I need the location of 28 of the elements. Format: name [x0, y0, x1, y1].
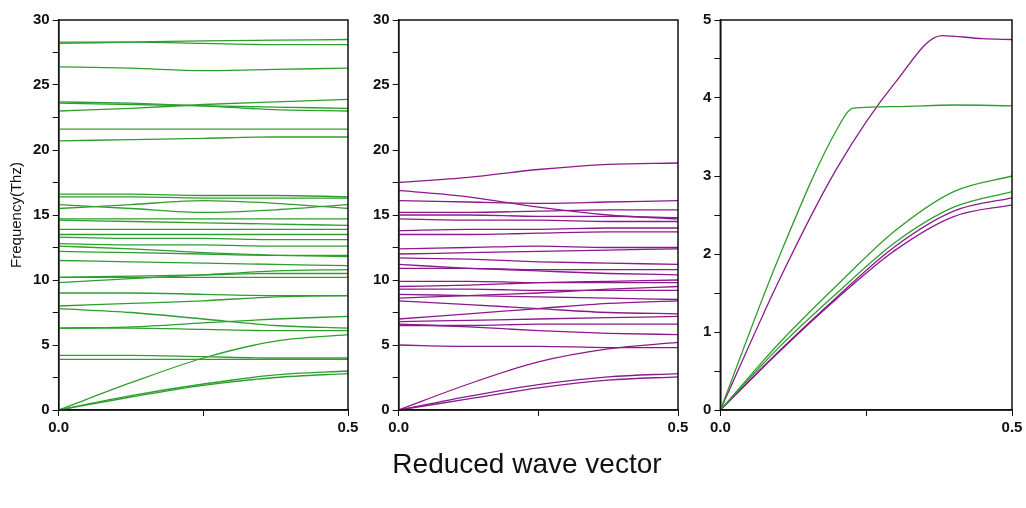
x-axis-title: Reduced wave vector [391, 448, 663, 480]
y-tick-label: 15 [33, 205, 50, 223]
y-tick-label: 25 [373, 75, 390, 93]
y-tick-label: 0 [381, 400, 390, 418]
y-tick-label: 30 [33, 10, 50, 28]
y-tick-label: 1 [703, 322, 712, 340]
y-tick-label: 0 [703, 400, 712, 418]
y-tick-label: 5 [381, 335, 390, 353]
x-tick-label: 0.0 [48, 418, 70, 436]
y-tick-label: 3 [703, 166, 712, 184]
y-tick-label: 10 [33, 270, 50, 288]
y-tick-label: 15 [373, 205, 390, 223]
x-tick-label: 0.0 [709, 418, 731, 436]
x-tick-label: 0.5 [1001, 418, 1023, 436]
y-tick-label: 2 [703, 244, 712, 262]
y-tick-label: 4 [703, 88, 712, 106]
x-tick-label: 0.5 [667, 418, 689, 436]
y-axis-title: Frequency(Thz) [7, 162, 25, 268]
y-tick-label: 25 [33, 75, 50, 93]
y-tick-label: 10 [373, 270, 390, 288]
y-tick-label: 0 [41, 400, 50, 418]
y-tick-label: 20 [373, 140, 390, 158]
y-tick-label: 5 [703, 10, 712, 28]
y-tick-label: 20 [33, 140, 50, 158]
x-tick-label: 0.0 [388, 418, 410, 436]
y-tick-label: 30 [373, 10, 390, 28]
x-tick-label: 0.5 [337, 418, 359, 436]
y-tick-label: 5 [41, 335, 50, 353]
